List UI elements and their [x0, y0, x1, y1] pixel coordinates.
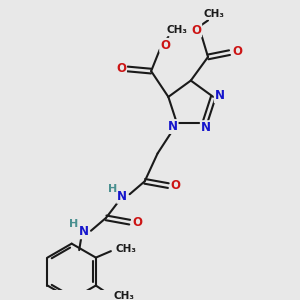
- Text: N: N: [79, 225, 88, 238]
- Text: CH₃: CH₃: [167, 25, 188, 35]
- Text: H: H: [108, 184, 117, 194]
- Text: O: O: [171, 179, 181, 192]
- Text: O: O: [232, 45, 242, 58]
- Text: O: O: [116, 62, 126, 76]
- Text: N: N: [215, 89, 225, 102]
- Text: O: O: [132, 216, 142, 229]
- Text: CH₃: CH₃: [204, 9, 225, 19]
- Text: CH₃: CH₃: [116, 244, 136, 254]
- Text: H: H: [69, 219, 78, 229]
- Text: N: N: [201, 121, 211, 134]
- Text: N: N: [168, 120, 178, 133]
- Text: O: O: [191, 24, 201, 37]
- Text: CH₃: CH₃: [113, 291, 134, 300]
- Text: O: O: [160, 39, 170, 52]
- Text: N: N: [117, 190, 127, 203]
